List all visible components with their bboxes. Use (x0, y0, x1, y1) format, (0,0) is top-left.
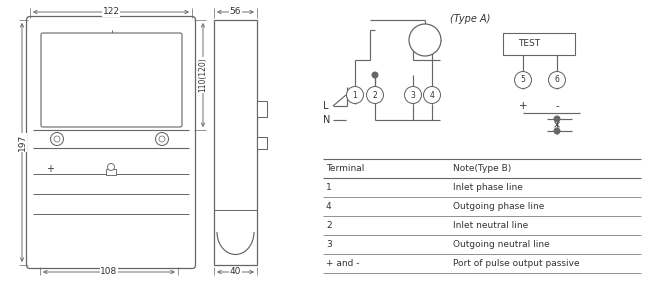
Text: +: + (46, 164, 54, 174)
Text: 3: 3 (411, 90, 415, 99)
Text: 2: 2 (326, 221, 331, 230)
Circle shape (156, 132, 169, 145)
Circle shape (554, 116, 560, 122)
Text: 110(120): 110(120) (198, 58, 207, 92)
Text: Inlet neutral line: Inlet neutral line (453, 221, 528, 230)
Text: 4: 4 (430, 90, 435, 99)
Circle shape (50, 132, 63, 145)
Text: TEST: TEST (518, 40, 540, 49)
Text: 4: 4 (326, 202, 331, 211)
Circle shape (554, 128, 560, 134)
Bar (214, 20, 257, 265)
Text: 122: 122 (103, 8, 120, 16)
Circle shape (372, 72, 378, 78)
Circle shape (54, 136, 60, 142)
Text: Inlet phase line: Inlet phase line (453, 183, 523, 192)
Text: N: N (323, 115, 330, 125)
Circle shape (424, 86, 441, 103)
Circle shape (346, 86, 364, 103)
Bar (106, 169, 116, 175)
Text: 1: 1 (326, 183, 332, 192)
Text: Terminal: Terminal (326, 164, 364, 173)
Text: 2: 2 (373, 90, 377, 99)
Text: L: L (323, 101, 329, 111)
Text: 40: 40 (230, 268, 241, 277)
Text: + and -: + and - (326, 259, 360, 268)
Text: 108: 108 (100, 268, 118, 277)
Text: (Type A): (Type A) (450, 14, 490, 24)
Text: Note(Type B): Note(Type B) (453, 164, 511, 173)
Circle shape (409, 24, 441, 56)
Circle shape (107, 164, 114, 171)
Bar (503, 33, 575, 55)
Text: 56: 56 (230, 8, 241, 16)
Text: Outgoing phase line: Outgoing phase line (453, 202, 545, 211)
Text: 5: 5 (521, 75, 525, 84)
Circle shape (366, 86, 384, 103)
Text: +: + (519, 101, 527, 111)
Text: 6: 6 (554, 75, 559, 84)
Circle shape (404, 86, 421, 103)
Circle shape (514, 71, 532, 88)
FancyBboxPatch shape (41, 33, 182, 127)
Circle shape (548, 71, 565, 88)
Text: ×: × (553, 120, 561, 130)
Text: Port of pulse output passive: Port of pulse output passive (453, 259, 579, 268)
Text: 3: 3 (326, 240, 332, 249)
Text: -: - (555, 101, 559, 111)
Bar (257, 101, 267, 117)
Circle shape (159, 136, 165, 142)
Bar (257, 137, 267, 149)
Text: 197: 197 (17, 134, 26, 151)
Text: 1: 1 (353, 90, 357, 99)
Text: Outgoing neutral line: Outgoing neutral line (453, 240, 550, 249)
FancyBboxPatch shape (26, 16, 196, 268)
